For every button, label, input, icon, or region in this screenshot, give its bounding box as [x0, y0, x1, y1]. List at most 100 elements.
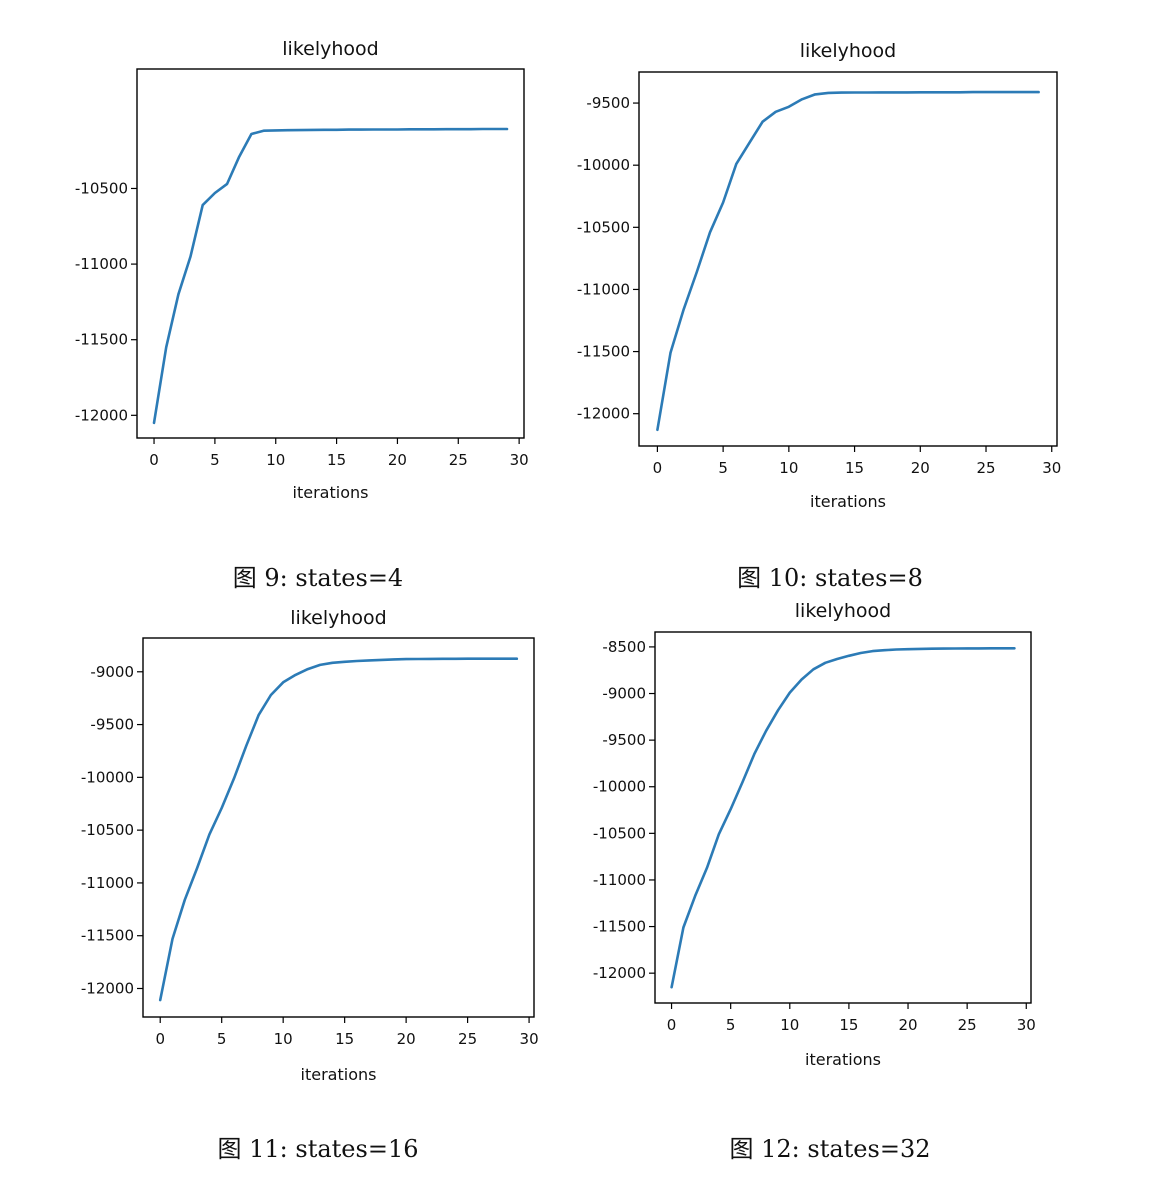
data-point	[919, 91, 922, 94]
data-point	[722, 201, 724, 204]
chart-title: likelyhood	[290, 607, 386, 629]
data-point	[343, 660, 346, 663]
x-tick-label: 25	[458, 1030, 477, 1048]
y-tick-label: -8500	[602, 638, 646, 656]
data-point	[848, 654, 850, 657]
x-tick-label: 20	[898, 1016, 917, 1034]
data-point	[433, 128, 435, 131]
data-point	[859, 652, 862, 654]
data-point	[853, 91, 856, 94]
y-tick-label: -10000	[577, 156, 630, 174]
y-tick-label: -10000	[593, 778, 646, 796]
x-tick-label: 10	[780, 1016, 799, 1034]
data-point	[245, 744, 248, 747]
y-tick-label: -12000	[577, 405, 630, 423]
data-point	[930, 647, 933, 650]
x-axis-label: iterations	[805, 1050, 881, 1069]
data-point	[753, 753, 756, 755]
data-point	[420, 128, 423, 131]
series-line	[158, 657, 519, 1002]
data-point	[774, 110, 777, 113]
data-point	[360, 128, 362, 131]
figure-caption: 图 10: states=8	[737, 564, 923, 592]
data-point	[493, 128, 496, 130]
data-point	[159, 999, 162, 1001]
x-tick-label: 0	[653, 459, 663, 477]
data-point	[840, 91, 843, 94]
figure-caption: 图 12: states=32	[729, 1135, 931, 1163]
x-axis-label: iterations	[293, 483, 369, 502]
data-point	[945, 91, 948, 94]
x-tick-label: 5	[726, 1016, 736, 1034]
data-point	[682, 308, 685, 311]
x-axis-label: iterations	[810, 492, 886, 511]
data-point	[824, 661, 827, 664]
data-point	[396, 128, 399, 131]
plot-frame	[638, 71, 1058, 447]
data-point	[189, 255, 192, 258]
data-point	[368, 659, 371, 662]
y-tick-label: -10500	[81, 821, 134, 839]
x-tick-label: 10	[266, 451, 285, 469]
data-point	[226, 183, 229, 185]
data-point	[270, 694, 272, 696]
data-point	[250, 133, 253, 135]
y-tick-label: -12000	[81, 979, 134, 997]
data-point	[788, 691, 791, 694]
data-point	[201, 204, 204, 207]
y-tick-label: -11500	[81, 927, 134, 945]
data-point	[735, 163, 738, 165]
data-point	[978, 647, 980, 650]
x-tick-label: 0	[149, 451, 159, 469]
data-point	[262, 129, 265, 132]
data-point	[233, 777, 235, 780]
data-point	[506, 128, 508, 130]
data-point	[801, 98, 803, 101]
data-point	[479, 657, 481, 660]
data-point	[880, 91, 882, 94]
y-tick-label: -9500	[90, 716, 134, 734]
data-point	[787, 105, 790, 108]
x-tick-label: 15	[335, 1030, 354, 1048]
data-point	[866, 91, 869, 94]
x-tick-label: 20	[397, 1030, 416, 1048]
data-point	[208, 833, 211, 836]
data-point	[954, 647, 957, 650]
data-point	[871, 650, 874, 652]
data-point	[682, 926, 685, 929]
x-tick-label: 10	[779, 459, 798, 477]
chart-panel-states-8: likelyhood 0 5 10 15 20 25 30 -12000 -11500 -11000…	[577, 40, 1061, 592]
data-point	[214, 192, 216, 194]
data-point	[777, 709, 779, 712]
data-point	[408, 128, 411, 131]
data-point	[515, 657, 518, 660]
data-point	[906, 91, 909, 94]
data-point	[294, 674, 297, 676]
data-point	[287, 129, 289, 132]
data-point	[706, 866, 708, 869]
x-tick-label: 25	[449, 451, 468, 469]
data-point	[183, 898, 186, 901]
plot-frame	[654, 631, 1032, 1004]
x-tick-label: 0	[155, 1030, 165, 1048]
data-point	[932, 91, 935, 94]
data-point	[282, 681, 285, 684]
data-point	[238, 155, 241, 158]
x-axis-label: iterations	[301, 1065, 377, 1084]
x-tick-label: 15	[839, 1016, 858, 1034]
data-point	[827, 92, 830, 94]
data-point	[165, 346, 168, 349]
data-point	[429, 658, 432, 660]
data-point	[919, 648, 921, 650]
chart-title: likelyhood	[282, 38, 378, 60]
plot-frame	[142, 637, 535, 1018]
y-tick-label: -11000	[577, 280, 630, 298]
x-tick-label: 5	[217, 1030, 227, 1048]
x-tick-label: 30	[510, 451, 529, 469]
data-point	[503, 657, 506, 660]
x-tick-label: 10	[274, 1030, 293, 1048]
data-point	[306, 668, 309, 670]
